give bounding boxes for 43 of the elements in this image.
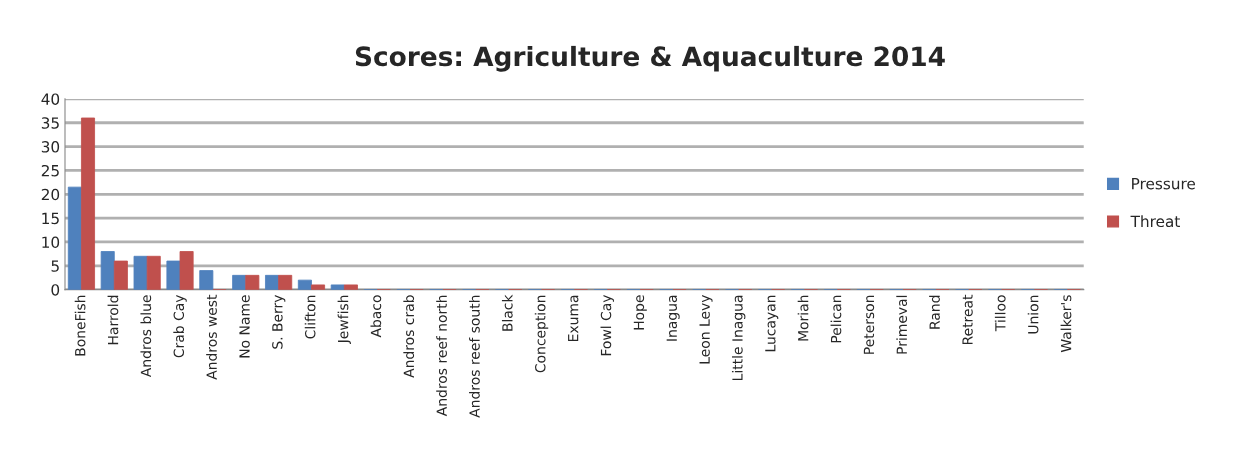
- x-tick-label: Leon Levy: [699, 294, 713, 364]
- x-tick-label: Exuma: [568, 295, 579, 341]
- x-tick-label: BoneFish: [74, 295, 86, 356]
- x-tick-label: Harrold: [107, 295, 119, 345]
- y-tick-label: 40: [41, 93, 60, 105]
- legend-label: Threat: [1130, 215, 1180, 228]
- x-tick-label: Primeval: [896, 295, 908, 354]
- y-tick-label: 35: [41, 117, 59, 129]
- x-tick-label: Jewfish: [337, 295, 351, 345]
- x-tick-label: Little Inagua: [731, 295, 746, 381]
- x-tick-label: S. Berry: [272, 294, 286, 349]
- x-tick-label: Pelican: [830, 295, 842, 343]
- x-tick-label: Andros crab: [403, 295, 415, 378]
- x-tick-label: Moriah: [797, 295, 809, 341]
- x-tick-label: Inagua: [666, 295, 680, 341]
- x-tick-label: Andros reef south: [469, 295, 480, 418]
- x-tick-label: Union: [1027, 295, 1039, 334]
- x-tick-label: Clifton: [304, 295, 316, 339]
- x-tick-label: Andros reef north: [436, 295, 447, 417]
- chart-title: Scores: Agriculture & Aquaculture 2014: [355, 45, 945, 72]
- x-tick-label: Rand: [929, 295, 940, 329]
- x-tick-label: Tilloo: [994, 295, 1006, 332]
- x-tick-label: Fowl Cay: [600, 294, 614, 356]
- y-tick-label: 10: [42, 236, 60, 248]
- y-tick-label: 0: [51, 284, 60, 296]
- x-tick-label: Abaco: [370, 295, 382, 338]
- y-tick-label: 15: [42, 212, 59, 225]
- y-tick-label: 5: [51, 260, 59, 272]
- y-tick-label: 25: [41, 164, 59, 177]
- x-tick-label: Crab Cay: [173, 294, 187, 358]
- x-tick-label: Andros blue: [140, 295, 152, 378]
- x-tick-label: Black: [501, 294, 513, 331]
- x-tick-label: Lucayan: [765, 295, 779, 352]
- y-tick-label: 30: [41, 141, 60, 153]
- x-tick-label: Retreat: [962, 294, 973, 345]
- x-tick-label: Walker's: [1060, 295, 1072, 353]
- y-tick-label: 20: [41, 188, 60, 201]
- x-tick-label: Andros west: [206, 294, 217, 380]
- x-tick-label: No Name: [239, 295, 250, 358]
- x-tick-label: Peterson: [863, 295, 875, 354]
- x-tick-label: Conception: [534, 295, 549, 373]
- x-tick-label: Hope: [633, 295, 647, 330]
- legend-label: Pressure: [1132, 178, 1196, 190]
